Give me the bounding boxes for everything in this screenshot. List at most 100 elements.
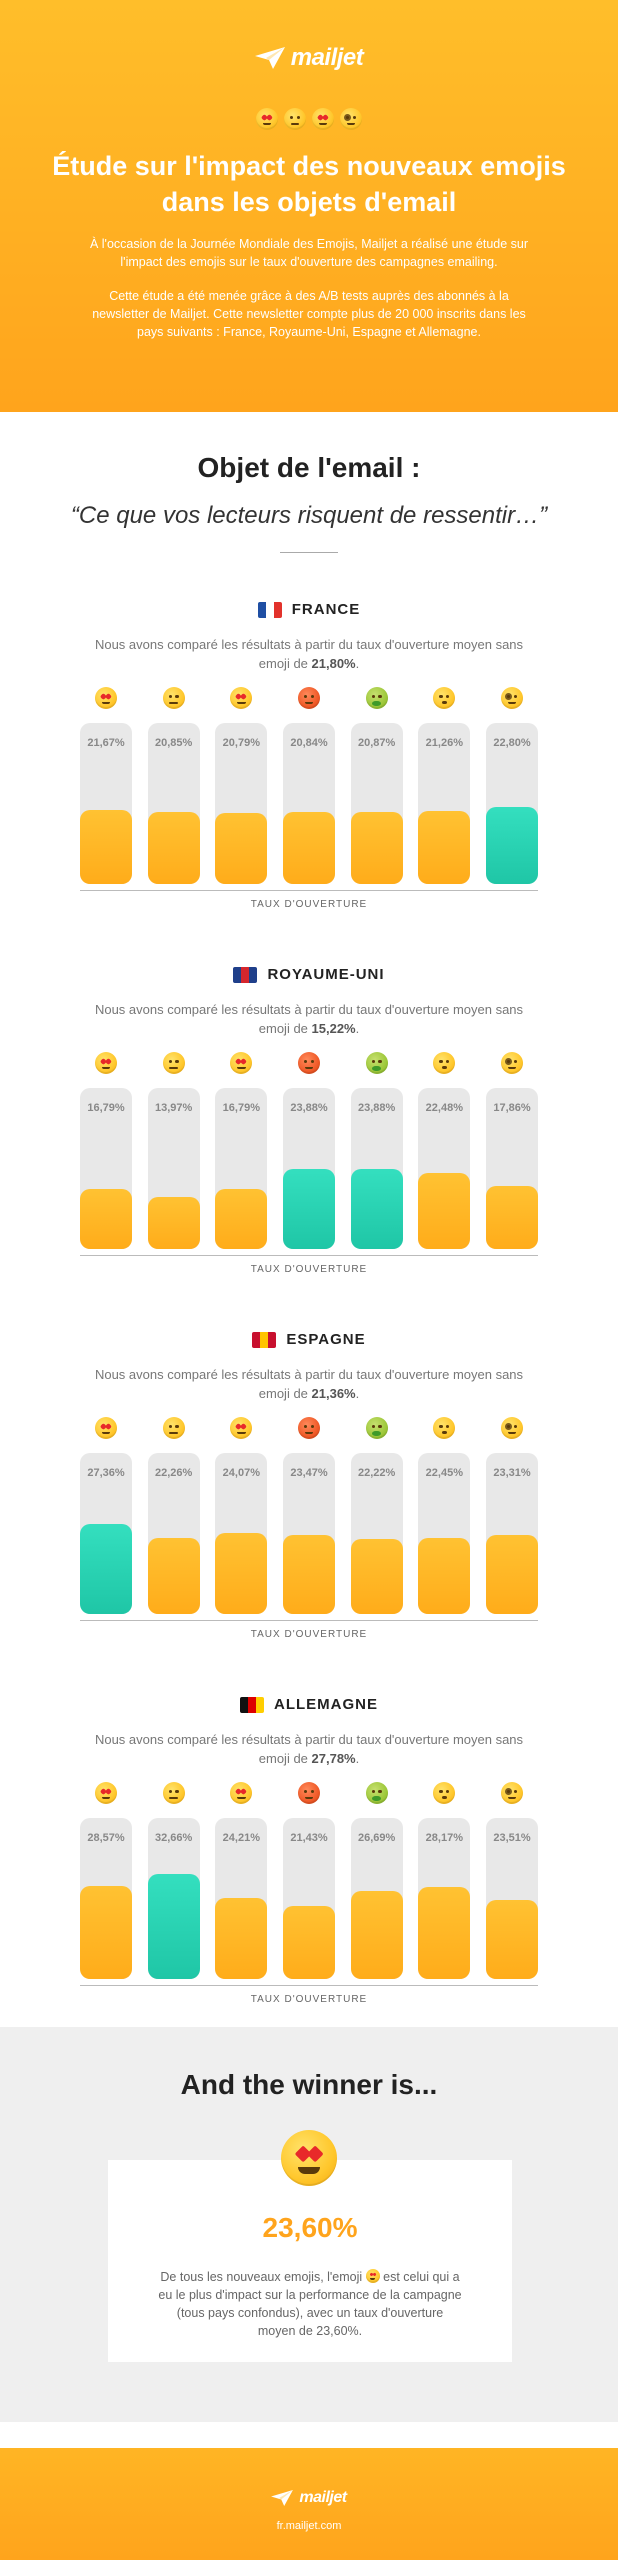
subject-heading: Objet de l'email : <box>197 452 421 483</box>
bar <box>486 1899 538 1979</box>
country-name: ALLEMAGNE <box>274 1696 378 1713</box>
header: mailjet Étude sur l'impact des nouveaux … <box>0 0 618 412</box>
raised-eyebrow-icon <box>162 1782 185 1804</box>
angry-icon <box>298 1417 320 1439</box>
bar-value-label: 21,67% <box>87 737 125 749</box>
baseline-value: 21,80% <box>311 656 356 671</box>
footer-logo[interactable]: mailjet <box>0 2478 618 2518</box>
bar-track: 23,31% <box>486 1453 538 1614</box>
winner-text: De tous les nouveaux emojis, l'emoji est… <box>158 2268 462 2340</box>
bar <box>418 1172 471 1249</box>
bar-value-label: 21,26% <box>425 737 463 749</box>
winner-value: 23,60% <box>262 2212 358 2243</box>
bar-value-label: 20,87% <box>358 737 396 749</box>
country-description: Nous avons comparé les résultats à parti… <box>94 1002 524 1036</box>
description-text: Nous avons comparé les résultats à parti… <box>94 1002 524 1036</box>
bar <box>147 1874 200 1979</box>
bar-track: 28,17% <box>418 1818 471 1979</box>
bar <box>418 1537 471 1614</box>
bar-value-label: 20,84% <box>290 737 328 749</box>
monocle-icon <box>501 1417 523 1439</box>
winner-text-before: De tous les nouveaux emojis, l'emoji <box>160 2270 363 2284</box>
description-text: Nous avons comparé les résultats à parti… <box>94 1367 524 1401</box>
bar-track: 20,87% <box>350 723 403 884</box>
bar-value-label: 24,21% <box>222 1832 260 1844</box>
hush-icon <box>433 687 456 709</box>
bar-value-label: 22,45% <box>425 1467 463 1479</box>
bar <box>283 1905 335 1979</box>
mailjet-logo[interactable]: mailjet <box>0 38 618 78</box>
star-struck-icon <box>281 2130 337 2186</box>
vomiting-icon <box>365 1052 388 1074</box>
country-section-allemagne: ALLEMAGNE Nous avons comparé les résultat… <box>0 1650 618 2015</box>
star-struck-icon <box>256 108 278 130</box>
monocle-icon <box>501 687 523 709</box>
country-description: Nous avons comparé les résultats à parti… <box>94 637 524 671</box>
bar-value-label: 26,69% <box>358 1832 396 1844</box>
bar <box>283 1168 335 1249</box>
angry-icon <box>298 1782 320 1804</box>
flag-icon <box>233 966 258 983</box>
angry-icon <box>298 687 320 709</box>
country-name: ESPAGNE <box>286 1331 366 1348</box>
bar <box>215 1188 268 1249</box>
bar-track: 32,66% <box>147 1818 200 1979</box>
bar <box>418 1886 471 1979</box>
x-axis-label: TAUX D'OUVERTURE <box>250 1994 368 2005</box>
bar-track: 16,79% <box>80 1088 132 1249</box>
bar-value-label: 28,57% <box>87 1832 125 1844</box>
bar-track: 24,07% <box>215 1453 268 1614</box>
bar-value-label: 13,97% <box>155 1102 193 1114</box>
bar <box>418 811 471 884</box>
flag-icon <box>252 1331 277 1348</box>
bar <box>147 1538 200 1614</box>
email-subject-section: Objet de l'email : “Ce que vos lecteurs … <box>0 412 618 555</box>
bar <box>80 1885 132 1979</box>
country-heading: ALLEMAGNE <box>0 1696 618 1713</box>
star-struck-icon <box>365 2269 380 2283</box>
bar <box>80 1188 132 1249</box>
exploding-head-icon <box>230 1417 253 1439</box>
bars: 27,36% 22,26% 24,07% 23,47% 22,22% 22,45% 23,3… <box>80 1453 538 1621</box>
x-axis-label: TAUX D'OUVERTURE <box>250 1264 368 1275</box>
winner-card: 23,60% De tous les nouveaux emojis, l'em… <box>108 2130 512 2362</box>
baseline-value: 27,78% <box>311 1751 356 1766</box>
footer-link[interactable]: fr.mailjet.com <box>276 2520 342 2532</box>
exploding-head-icon <box>312 108 334 130</box>
bar-track: 27,36% <box>80 1453 132 1614</box>
country-section-france: FRANCE Nous avons comparé les résultats à… <box>0 555 618 920</box>
bar-value-label: 23,88% <box>358 1102 396 1114</box>
bar-value-label: 23,51% <box>493 1832 531 1844</box>
bar <box>350 1168 403 1249</box>
page-title: Étude sur l'impact des nouveaux emojis d… <box>52 151 566 217</box>
bar-value-label: 20,85% <box>155 737 193 749</box>
star-struck-icon <box>95 1782 117 1804</box>
bar-value-label: 22,80% <box>493 737 531 749</box>
country-heading: ROYAUME-UNI <box>0 966 618 983</box>
bar-chart: 21,67% 20,85% 20,79% 20,84% 20,87% 21,26% 22,8… <box>80 687 538 917</box>
bar-track: 20,85% <box>147 723 200 884</box>
bar-track: 22,48% <box>418 1088 471 1249</box>
hush-icon <box>433 1052 456 1074</box>
bar-chart: 28,57% 32,66% 24,21% 21,43% 26,69% 28,17% 23,5… <box>80 1782 538 2012</box>
paper-plane-icon <box>254 47 285 69</box>
exploding-head-icon <box>230 687 253 709</box>
bar-track: 16,79% <box>215 1088 268 1249</box>
bar-value-label: 22,22% <box>358 1467 396 1479</box>
bar <box>283 812 335 884</box>
bar-track: 17,86% <box>486 1088 538 1249</box>
country-section-royaume-uni: ROYAUME-UNI Nous avons comparé les résult… <box>0 920 618 1285</box>
bar-value-label: 20,79% <box>222 737 260 749</box>
bar-track: 22,22% <box>350 1453 403 1614</box>
exploding-head-icon <box>230 1782 253 1804</box>
bar-value-label: 16,79% <box>87 1102 125 1114</box>
bar-chart: 27,36% 22,26% 24,07% 23,47% 22,22% 22,45% 23,3… <box>80 1417 538 1647</box>
country-section-espagne: ESPAGNE Nous avons comparé les résultats … <box>0 1285 618 1650</box>
divider <box>280 552 338 553</box>
bar-track: 21,26% <box>418 723 471 884</box>
bar <box>215 812 268 884</box>
country-description: Nous avons comparé les résultats à parti… <box>94 1732 524 1766</box>
intro-paragraph-1: À l'occasion de la Journée Mondiale des … <box>89 237 529 269</box>
star-struck-icon <box>95 687 117 709</box>
bar-value-label: 23,31% <box>493 1467 531 1479</box>
